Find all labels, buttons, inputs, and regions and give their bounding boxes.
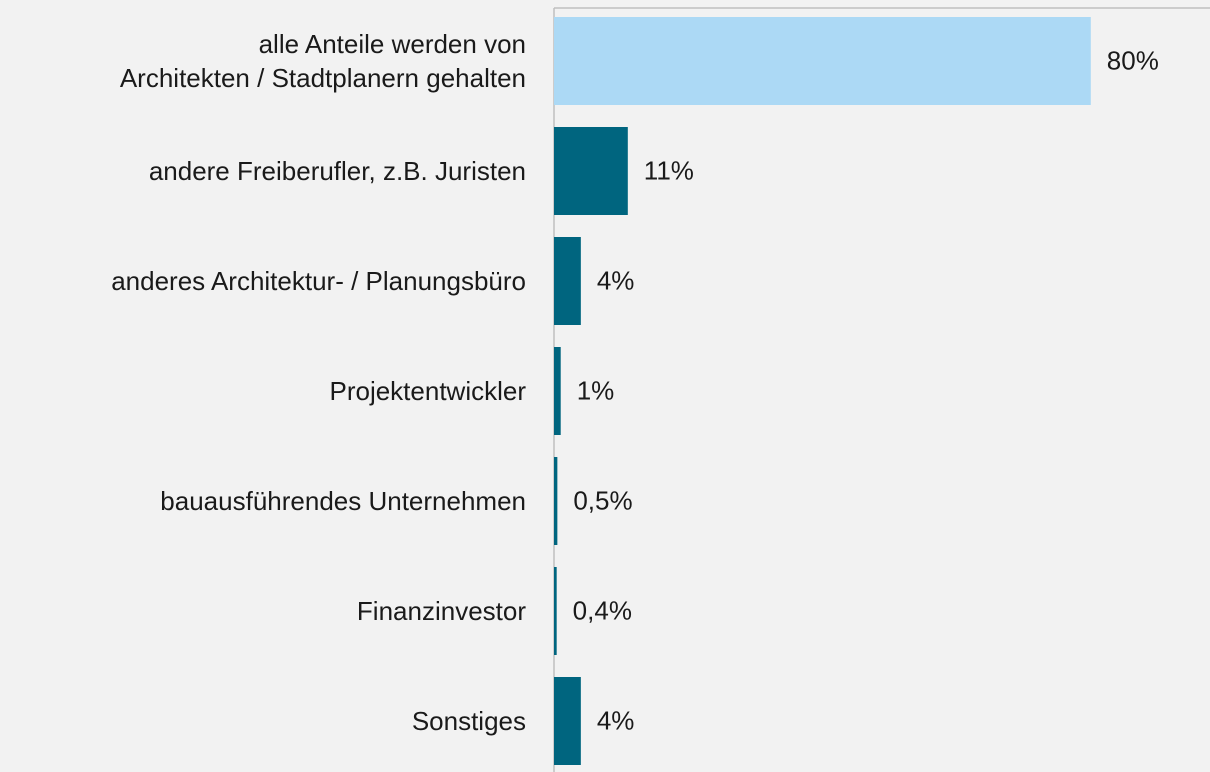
bar [554, 237, 581, 325]
bar [554, 127, 628, 215]
value-label: 1% [576, 375, 615, 406]
category-label: andere Freiberufler, z.B. Juristen [148, 156, 526, 186]
value-label: 4% [596, 265, 635, 296]
category-label: anderes Architektur- / Planungsbüro [111, 266, 526, 296]
bar [554, 567, 557, 655]
bar [554, 677, 581, 765]
value-label: 0,5% [573, 485, 633, 516]
bar [554, 17, 1091, 105]
bar [554, 457, 558, 545]
bar [554, 347, 561, 435]
category-label: Finanzinvestor [356, 596, 526, 626]
value-label: 80% [1106, 45, 1159, 76]
category-label: Sonstiges [411, 706, 526, 736]
value-label: 4% [596, 705, 635, 736]
value-label: 11% [643, 155, 694, 186]
value-label: 0,4% [572, 595, 632, 626]
category-label: Projektentwickler [329, 376, 526, 406]
category-label: bauausführendes Unternehmen [160, 486, 526, 516]
category-label: alle Anteile werden von Architekten / St… [119, 29, 526, 93]
